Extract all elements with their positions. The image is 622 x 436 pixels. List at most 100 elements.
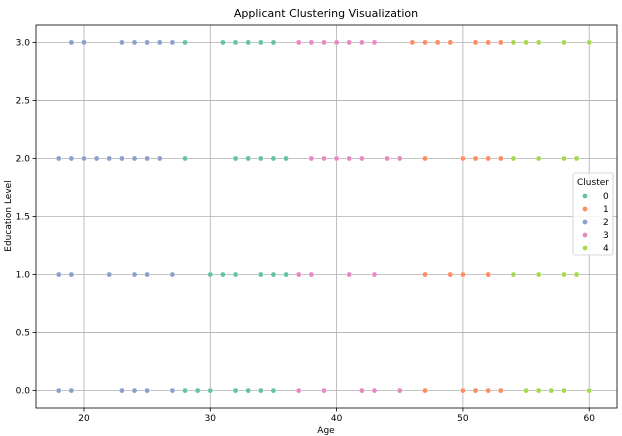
scatter-point-cluster-3 — [308, 271, 315, 278]
scatter-point-cluster-1 — [485, 271, 491, 278]
x-tick-label: 30 — [205, 414, 217, 424]
legend-marker — [582, 219, 588, 225]
scatter-point-cluster-0 — [283, 271, 289, 278]
scatter-point-cluster-0 — [220, 271, 226, 278]
y-tick-label: 3.0 — [16, 38, 31, 48]
legend-title: Cluster — [577, 178, 609, 188]
scatter-point-cluster-2 — [93, 155, 100, 162]
scatter-point-cluster-0 — [232, 155, 239, 162]
scatter-point-cluster-0 — [258, 271, 264, 278]
scatter-point-cluster-3 — [321, 387, 327, 394]
data-points — [55, 39, 593, 394]
scatter-point-cluster-4 — [535, 155, 542, 162]
scatter-point-cluster-2 — [119, 387, 125, 394]
scatter-point-cluster-1 — [472, 387, 479, 394]
scatter-point-cluster-3 — [371, 39, 378, 46]
scatter-point-cluster-4 — [561, 39, 567, 46]
scatter-point-cluster-3 — [295, 387, 302, 394]
y-tick-label: 2.5 — [16, 96, 30, 106]
scatter-point-cluster-0 — [245, 39, 251, 46]
scatter-point-cluster-1 — [434, 39, 441, 46]
legend-marker — [582, 193, 588, 199]
scatter-point-cluster-0 — [258, 39, 264, 46]
scatter-point-cluster-4 — [561, 271, 567, 278]
legend-label: 3 — [603, 231, 609, 241]
scatter-point-cluster-4 — [510, 155, 517, 162]
y-tick-label: 1.0 — [16, 271, 31, 281]
scatter-point-cluster-2 — [68, 39, 75, 46]
scatter-point-cluster-2 — [68, 155, 75, 162]
scatter-point-cluster-2 — [169, 387, 176, 394]
scatter-point-cluster-4 — [535, 271, 542, 278]
scatter-point-cluster-1 — [422, 155, 428, 162]
legend-marker — [582, 206, 588, 212]
scatter-point-cluster-0 — [232, 387, 239, 394]
scatter-point-cluster-2 — [55, 155, 62, 162]
scatter-point-cluster-2 — [144, 155, 150, 162]
scatter-point-cluster-2 — [131, 155, 138, 162]
scatter-point-cluster-3 — [371, 387, 378, 394]
scatter-point-cluster-4 — [561, 155, 567, 162]
scatter-point-cluster-0 — [220, 39, 226, 46]
scatter-point-cluster-0 — [270, 271, 277, 278]
scatter-point-cluster-2 — [119, 155, 125, 162]
scatter-point-cluster-1 — [460, 387, 466, 394]
scatter-point-cluster-1 — [447, 39, 454, 46]
scatter-point-cluster-3 — [321, 39, 327, 46]
scatter-point-cluster-4 — [561, 387, 567, 394]
scatter-point-cluster-0 — [194, 387, 201, 394]
scatter-point-cluster-2 — [68, 271, 75, 278]
scatter-point-cluster-2 — [156, 155, 163, 162]
legend-marker — [582, 232, 588, 238]
scatter-point-cluster-0 — [270, 39, 277, 46]
scatter-point-cluster-3 — [359, 39, 365, 46]
scatter-point-cluster-0 — [283, 155, 289, 162]
scatter-point-cluster-0 — [207, 387, 214, 394]
scatter-point-cluster-3 — [321, 155, 327, 162]
chart-title: Applicant Clustering Visualization — [234, 7, 418, 20]
scatter-point-cluster-4 — [535, 39, 542, 46]
scatter-point-cluster-2 — [81, 39, 87, 46]
scatter-point-cluster-0 — [182, 155, 188, 162]
scatter-point-cluster-4 — [535, 387, 542, 394]
scatter-point-cluster-3 — [333, 39, 340, 46]
scatter-point-cluster-4 — [523, 387, 529, 394]
x-tick-label: 50 — [457, 414, 469, 424]
scatter-point-cluster-3 — [359, 155, 365, 162]
scatter-point-cluster-0 — [182, 39, 188, 46]
scatter-point-cluster-2 — [68, 387, 75, 394]
scatter-point-cluster-3 — [346, 39, 353, 46]
scatter-point-cluster-4 — [573, 155, 580, 162]
scatter-point-cluster-0 — [270, 387, 277, 394]
scatter-point-cluster-1 — [472, 155, 479, 162]
scatter-point-cluster-3 — [346, 271, 353, 278]
scatter-point-cluster-1 — [485, 39, 491, 46]
scatter-point-cluster-3 — [384, 155, 390, 162]
scatter-point-cluster-0 — [258, 387, 264, 394]
scatter-point-cluster-0 — [207, 271, 214, 278]
x-tick-label: 20 — [78, 414, 90, 424]
scatter-point-cluster-2 — [55, 387, 62, 394]
scatter-point-cluster-3 — [346, 155, 353, 162]
scatter-point-cluster-4 — [523, 39, 529, 46]
y-tick-label: 0.0 — [16, 387, 31, 397]
scatter-point-cluster-4 — [573, 271, 580, 278]
scatter-point-cluster-3 — [359, 387, 365, 394]
scatter-point-cluster-1 — [422, 39, 428, 46]
scatter-point-cluster-2 — [119, 39, 125, 46]
scatter-point-cluster-1 — [460, 155, 466, 162]
scatter-point-cluster-2 — [169, 271, 176, 278]
scatter-point-cluster-1 — [497, 155, 504, 162]
scatter-point-cluster-0 — [245, 387, 251, 394]
legend-marker — [582, 245, 588, 251]
scatter-point-cluster-1 — [422, 387, 428, 394]
scatter-point-cluster-2 — [156, 39, 163, 46]
scatter-point-cluster-2 — [55, 271, 62, 278]
scatter-point-cluster-2 — [131, 39, 138, 46]
scatter-point-cluster-3 — [396, 155, 403, 162]
scatter-point-cluster-1 — [409, 39, 416, 46]
scatter-point-cluster-0 — [232, 39, 239, 46]
scatter-point-cluster-4 — [586, 39, 593, 46]
scatter-point-cluster-4 — [510, 39, 517, 46]
scatter-point-cluster-3 — [295, 39, 302, 46]
